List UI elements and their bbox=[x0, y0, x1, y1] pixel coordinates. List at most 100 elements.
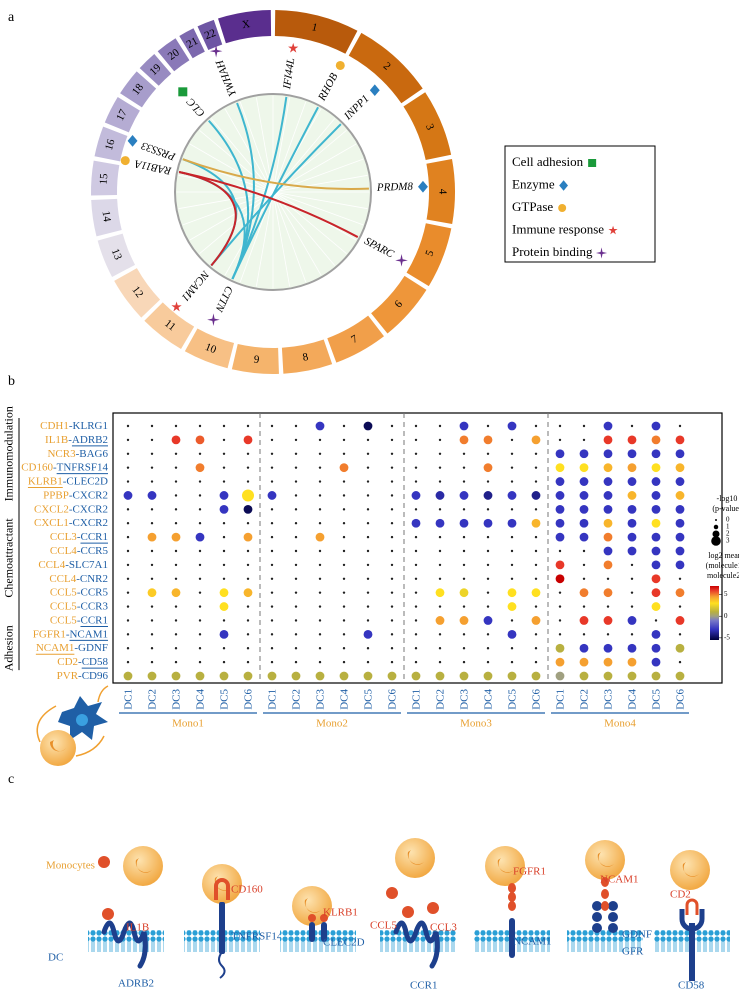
dot bbox=[319, 647, 321, 649]
dot bbox=[175, 633, 177, 635]
row-label: PPBP-CXCR2 bbox=[43, 489, 108, 501]
dot bbox=[511, 480, 513, 482]
dot bbox=[199, 550, 201, 552]
row-label: NCR3-BAG6 bbox=[47, 447, 108, 459]
dot bbox=[604, 644, 613, 653]
dot bbox=[583, 550, 585, 552]
row-label-part: -ADRB2 bbox=[68, 433, 108, 445]
dot bbox=[535, 536, 537, 538]
legend-label: Cell adhesion bbox=[512, 154, 584, 169]
dot bbox=[415, 508, 417, 510]
dot bbox=[487, 425, 489, 427]
dot bbox=[175, 578, 177, 580]
dot bbox=[271, 522, 273, 524]
dot bbox=[295, 619, 297, 621]
dot bbox=[679, 425, 681, 427]
row-label: CCL5-CCR1 bbox=[50, 614, 108, 626]
dot bbox=[508, 602, 517, 611]
dot bbox=[580, 449, 589, 458]
dot bbox=[628, 644, 637, 653]
dot bbox=[220, 602, 229, 611]
dot bbox=[580, 505, 589, 514]
dot bbox=[580, 616, 589, 625]
dot bbox=[676, 588, 685, 597]
row-label-part: CCL4 bbox=[49, 572, 76, 584]
dot bbox=[439, 453, 441, 455]
dot bbox=[199, 453, 201, 455]
dot bbox=[415, 619, 417, 621]
color-legend-title: log2 mean bbox=[708, 551, 739, 560]
group-label: Mono1 bbox=[172, 718, 204, 730]
x-tick-label: DC2 bbox=[435, 689, 447, 710]
dot bbox=[412, 519, 421, 528]
dot bbox=[343, 661, 345, 663]
dot bbox=[295, 466, 297, 468]
x-tick-label: DC6 bbox=[243, 689, 255, 710]
row-label-part: -CD58 bbox=[78, 656, 108, 668]
dot bbox=[175, 661, 177, 663]
dot bbox=[367, 619, 369, 621]
dot bbox=[463, 453, 465, 455]
dot bbox=[556, 449, 565, 458]
dot bbox=[535, 661, 537, 663]
legend-label: Protein binding bbox=[512, 244, 593, 259]
dot bbox=[439, 536, 441, 538]
chromosome-label: 14 bbox=[100, 210, 114, 223]
dot bbox=[631, 578, 633, 580]
dot bbox=[295, 564, 297, 566]
dot bbox=[535, 425, 537, 427]
dot bbox=[415, 425, 417, 427]
dot bbox=[391, 633, 393, 635]
receptor-label: NCAM1 bbox=[513, 936, 552, 948]
x-tick-label: DC1 bbox=[555, 689, 567, 710]
row-label-part: CCL5 bbox=[50, 614, 77, 626]
dot bbox=[580, 463, 589, 472]
dot bbox=[511, 564, 513, 566]
row-label: CCL5-CCR5 bbox=[50, 586, 109, 598]
dot bbox=[271, 508, 273, 510]
dot bbox=[364, 630, 373, 639]
receptor bbox=[608, 923, 618, 933]
dot bbox=[391, 480, 393, 482]
dot bbox=[631, 633, 633, 635]
dot bbox=[391, 605, 393, 607]
row-label: CCL4-CNR2 bbox=[49, 572, 108, 584]
ligand bbox=[427, 902, 439, 914]
cell-icon bbox=[37, 686, 108, 766]
dot bbox=[556, 644, 565, 653]
dot bbox=[628, 547, 637, 556]
row-label-part: -CCR5 bbox=[77, 586, 109, 598]
row-label-part: NCR3 bbox=[47, 447, 76, 459]
dot bbox=[391, 564, 393, 566]
dot bbox=[439, 508, 441, 510]
dot bbox=[367, 522, 369, 524]
x-tick-label: DC2 bbox=[579, 689, 591, 710]
dot bbox=[676, 616, 685, 625]
dot bbox=[532, 491, 541, 500]
receptor bbox=[309, 922, 315, 942]
dot bbox=[127, 439, 129, 441]
dot bbox=[559, 439, 561, 441]
dot bbox=[535, 605, 537, 607]
dot bbox=[652, 672, 661, 681]
dot bbox=[175, 522, 177, 524]
legend-label: Immune response bbox=[512, 221, 604, 236]
dot bbox=[151, 619, 153, 621]
dot bbox=[295, 536, 297, 538]
dot bbox=[295, 494, 297, 496]
dot bbox=[247, 550, 249, 552]
ligand-label: KLRB1 bbox=[323, 907, 358, 919]
dot bbox=[199, 605, 201, 607]
dot bbox=[175, 508, 177, 510]
dot bbox=[604, 547, 613, 556]
ligand bbox=[508, 883, 516, 893]
dot bbox=[271, 619, 273, 621]
dot bbox=[247, 425, 249, 427]
dot bbox=[391, 522, 393, 524]
dot bbox=[367, 494, 369, 496]
dot bbox=[487, 508, 489, 510]
dot bbox=[628, 449, 637, 458]
dot bbox=[415, 605, 417, 607]
dot bbox=[487, 480, 489, 482]
dot bbox=[295, 550, 297, 552]
